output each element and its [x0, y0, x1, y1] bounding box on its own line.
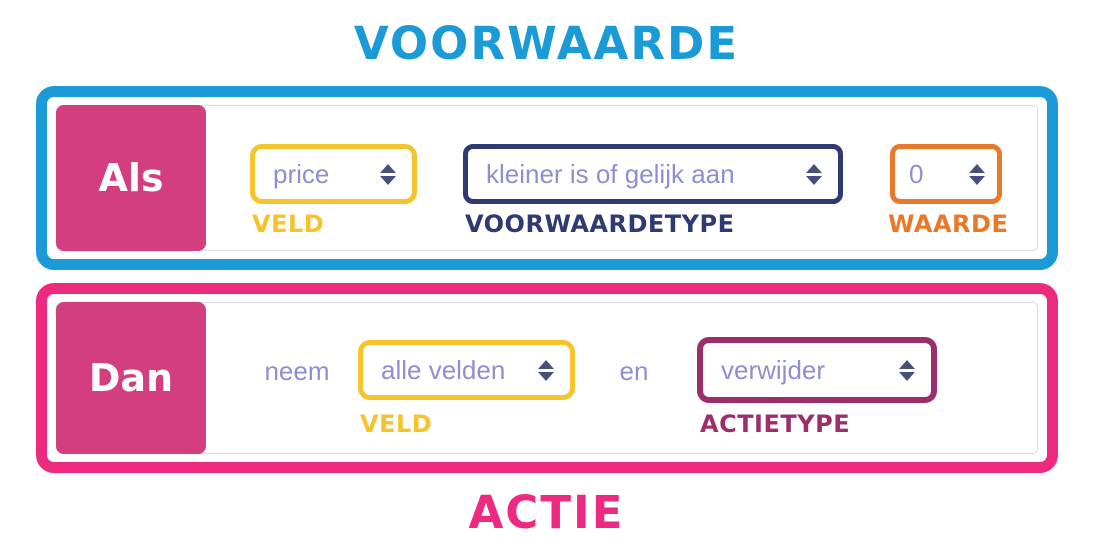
condition-value-value: 0 [909, 158, 924, 189]
action-field-label: VELD [360, 410, 433, 438]
action-panel: Dan neem alle velden VELD en verwijder A… [56, 302, 1038, 454]
updown-arrows-icon [969, 163, 985, 185]
condition-value-select[interactable]: 0 [890, 144, 1002, 204]
updown-arrows-icon [380, 163, 396, 185]
condition-field-select[interactable]: price [250, 144, 417, 204]
condition-keyword-als: Als [56, 105, 206, 251]
action-field-select[interactable]: alle velden [358, 340, 575, 400]
condition-field-label: VELD [252, 210, 325, 238]
condition-field-value: price [273, 158, 330, 189]
action-box: Dan neem alle velden VELD en verwijder A… [36, 283, 1058, 473]
action-type-value: verwijder [721, 354, 826, 385]
action-section-title: ACTIE [468, 486, 625, 539]
action-connector-en: en [619, 356, 649, 386]
condition-type-value: kleiner is of gelijk aan [486, 158, 735, 189]
action-connector-neem: neem [264, 356, 330, 386]
updown-arrows-icon [538, 359, 554, 381]
action-field-value: alle velden [381, 354, 506, 385]
action-type-select[interactable]: verwijder [697, 337, 937, 403]
updown-arrows-icon [899, 359, 915, 381]
updown-arrows-icon [806, 163, 822, 185]
action-keyword-dan: Dan [56, 302, 206, 454]
condition-type-select[interactable]: kleiner is of gelijk aan [463, 144, 843, 204]
condition-section-title: VOORWAARDE [353, 17, 740, 70]
condition-panel: Als price VELD kleiner is of gelijk aan … [56, 105, 1038, 251]
condition-box: Als price VELD kleiner is of gelijk aan … [36, 86, 1058, 270]
condition-value-label: WAARDE [888, 210, 1009, 238]
condition-type-label: VOORWAARDETYPE [465, 210, 735, 238]
action-type-label: ACTIETYPE [700, 410, 851, 438]
